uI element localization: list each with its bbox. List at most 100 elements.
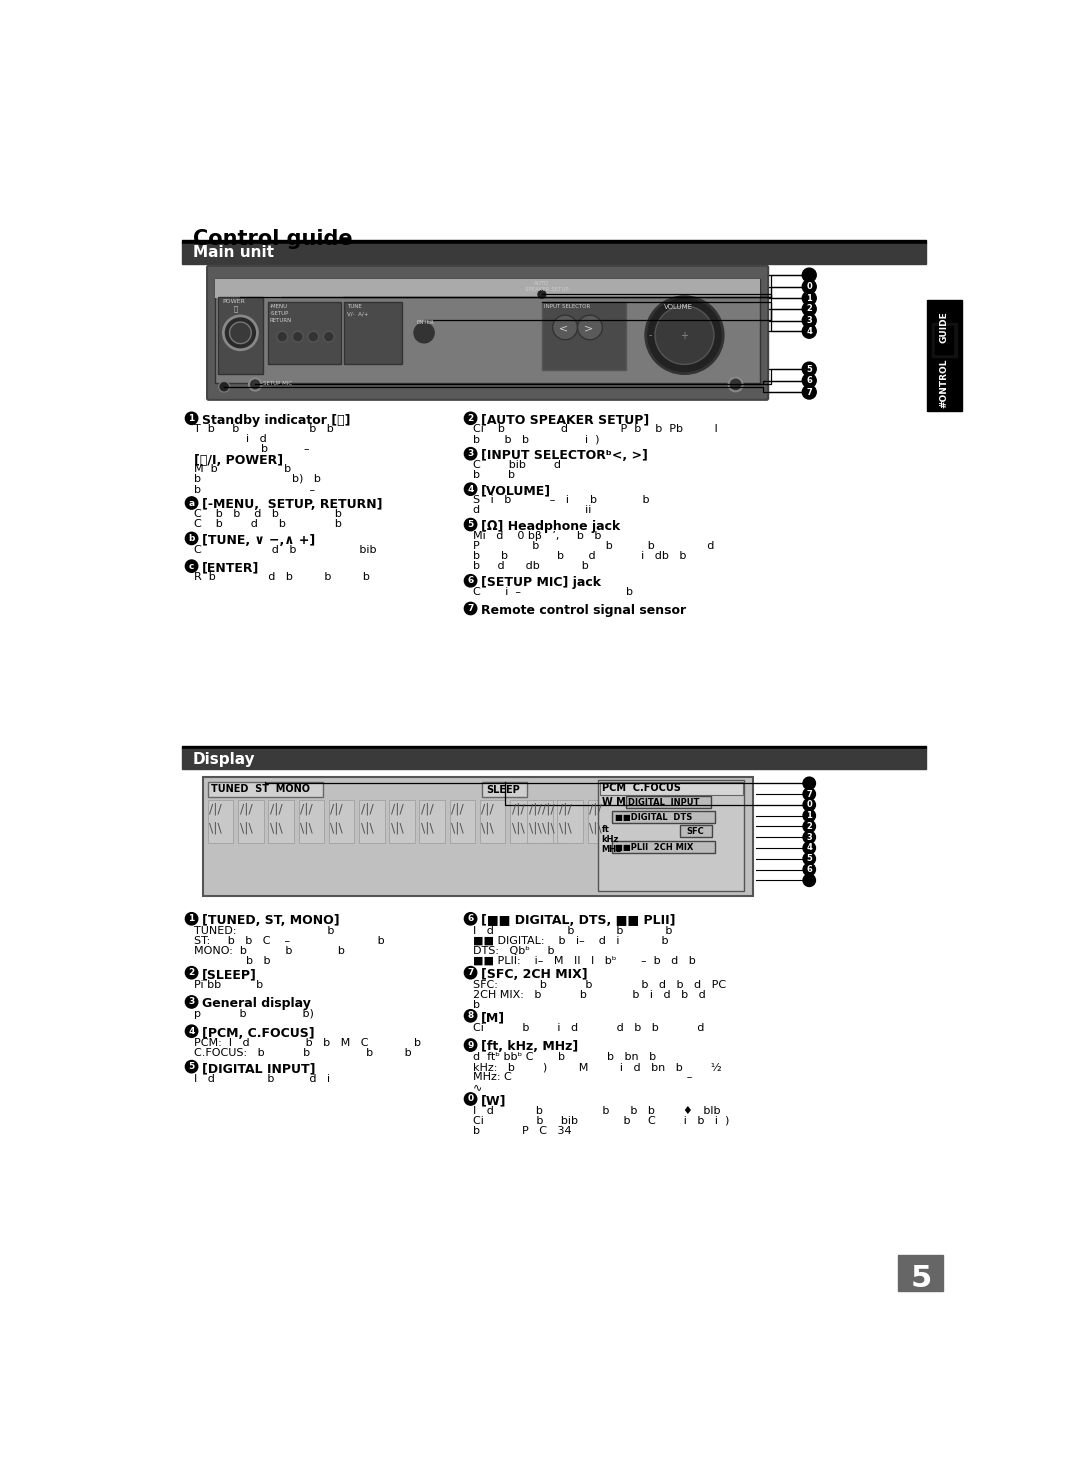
Circle shape [186,912,198,925]
Circle shape [248,378,261,391]
Text: b   b: b b [246,956,270,966]
Text: –: – [303,444,310,455]
Text: 3: 3 [807,833,812,841]
Text: /|/: /|/ [559,803,571,815]
Text: V/-  A/+: V/- A/+ [347,312,368,316]
Text: C.FOCUS:   b           b                b         b: C.FOCUS: b b b b [194,1049,411,1058]
Circle shape [656,306,714,365]
Circle shape [186,497,198,509]
Text: b       b   b                i  ): b b b i ) [473,434,599,444]
Text: 5: 5 [468,521,474,530]
Text: [TUNE, ∨ −,∧ +]: [TUNE, ∨ −,∧ +] [202,534,315,547]
Text: 7: 7 [807,388,812,397]
Text: b     d      db            b: b d db b [473,560,589,571]
Text: TUNED  ST  MONO: TUNED ST MONO [211,784,310,794]
Text: b: b [473,1000,480,1009]
Text: \|\: \|\ [512,822,525,834]
Circle shape [186,533,198,544]
Text: i   d: i d [246,434,267,444]
Circle shape [802,325,816,338]
Text: [AUTO SPEAKER SETUP]: [AUTO SPEAKER SETUP] [481,413,649,427]
Text: 4: 4 [468,484,474,494]
Bar [203,777,754,896]
Text: 7: 7 [468,968,474,977]
Bar [510,800,536,843]
Text: Control guide: Control guide [193,229,353,249]
Bar [932,322,957,357]
Text: 5: 5 [807,365,812,374]
Text: 6: 6 [468,915,474,924]
Circle shape [804,809,815,822]
Text: ■■PLII  2CH MIX: ■■PLII 2CH MIX [615,843,693,852]
Text: d  ftᵇ bbᵇ C       b            b   bn   b: d ftᵇ bbᵇ C b b bn b [473,1052,656,1062]
Text: ∿: ∿ [473,1083,483,1091]
Circle shape [804,788,815,800]
Text: [Ω] Headphone jack: [Ω] Headphone jack [481,519,620,533]
Text: [ft, kHz, MHz]: [ft, kHz, MHz] [481,1040,578,1053]
Circle shape [464,912,476,925]
Text: [-MENU,  SETUP, RETURN]: [-MENU, SETUP, RETURN] [202,499,382,512]
Text: c: c [189,562,194,571]
Bar [449,800,475,843]
Circle shape [553,315,578,340]
Text: 5: 5 [188,1062,194,1071]
Text: -SETUP: -SETUP [270,312,289,316]
Text: 3: 3 [188,997,194,1006]
Bar [181,240,926,244]
Text: INPUT SELECTOR: INPUT SELECTOR [544,304,591,309]
Circle shape [293,331,303,343]
Circle shape [578,315,603,340]
Text: Ci               b     bib             b     C        i   b   i  ): Ci b bib b C i b i ) [473,1116,729,1125]
Text: Remote control signal sensor: Remote control signal sensor [481,605,686,616]
Text: ■■ DIGITAL:    b   i–    d   i            b: ■■ DIGITAL: b i– d i b [473,936,669,946]
Text: >: > [583,324,593,334]
Circle shape [802,268,816,282]
Text: Ci           b        i   d           d   b   b           d: Ci b i d d b b d [473,1022,704,1033]
Text: C                    d   b                  bib: C d b bib [194,544,377,555]
Circle shape [186,560,198,572]
Text: [ENTER]: [ENTER] [202,562,259,575]
Text: -: - [648,331,651,340]
Text: 5: 5 [910,1264,931,1293]
Circle shape [804,821,815,833]
Text: 0: 0 [468,1094,474,1103]
Bar [540,800,566,843]
Text: 3: 3 [468,449,474,459]
Text: C        bib        d: C bib d [473,460,561,469]
Text: TUNED:                          b: TUNED: b [194,925,335,936]
Circle shape [276,331,287,343]
Circle shape [646,297,724,374]
Bar [557,800,583,843]
Bar [588,800,613,843]
Text: b                               –: b – [194,485,315,496]
Text: [SETUP MIC] jack: [SETUP MIC] jack [481,577,600,590]
Text: \|\: \|\ [542,822,555,834]
Bar [612,811,715,824]
Text: Display: Display [193,752,256,766]
Text: C       i  –                              b: C i – b [473,587,633,597]
Text: /|/: /|/ [529,803,541,815]
Text: 9: 9 [468,1040,474,1050]
Text: /|/: /|/ [482,803,495,815]
Bar [359,800,384,843]
Bar [238,800,264,843]
Text: 1: 1 [807,811,812,821]
Text: DTS:   Qbᵇ     b: DTS: Qbᵇ b [473,946,554,956]
Text: 7: 7 [468,605,474,613]
Bar [482,781,527,797]
Text: \|\: \|\ [240,822,253,834]
Bar [215,279,760,299]
Circle shape [218,381,230,393]
Text: C    b        d      b              b: C b d b b [194,519,341,530]
Text: \|\: \|\ [210,822,222,834]
Text: d                              ii: d ii [473,506,591,515]
Circle shape [464,1093,476,1105]
Text: [DIGITAL INPUT]: [DIGITAL INPUT] [202,1062,315,1075]
Text: MHz: C                                                  –: MHz: C – [473,1072,692,1083]
Text: /|/: /|/ [451,803,464,815]
Text: 2: 2 [807,822,812,831]
Text: [■■ DIGITAL, DTS, ■■ PLII]: [■■ DIGITAL, DTS, ■■ PLII] [481,913,675,927]
Text: SETUP MIC: SETUP MIC [262,381,292,387]
Text: /|/: /|/ [330,803,343,815]
Text: PCM  C.FOCUS: PCM C.FOCUS [603,783,681,793]
